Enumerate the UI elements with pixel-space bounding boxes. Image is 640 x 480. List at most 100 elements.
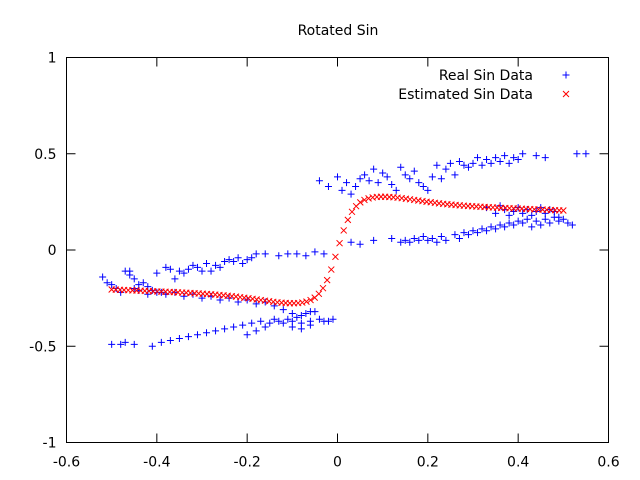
data-point-real <box>162 263 170 271</box>
data-point-real <box>455 157 463 165</box>
data-point-real <box>315 315 323 323</box>
x-tick-label: -0.2 <box>234 455 261 471</box>
legend-label-estimated: Estimated Sin Data <box>398 87 533 103</box>
data-point-real <box>397 163 405 171</box>
data-point-real <box>166 336 174 344</box>
data-point-real <box>428 234 436 242</box>
data-point-real <box>410 167 418 175</box>
data-point-real <box>406 238 414 246</box>
data-point-real <box>184 333 192 341</box>
data-point-real <box>501 152 509 160</box>
data-point-real <box>397 238 405 246</box>
data-point-real <box>193 263 201 271</box>
data-point-real <box>103 279 111 287</box>
data-point-estimated <box>348 208 356 216</box>
x-tick-label: -0.6 <box>53 455 80 471</box>
data-point-real <box>478 225 486 233</box>
data-point-real <box>546 219 554 227</box>
data-point-real <box>293 250 301 258</box>
data-point-real <box>370 165 378 173</box>
data-point-real <box>460 229 468 237</box>
data-point-real <box>474 229 482 237</box>
data-point-estimated <box>298 299 306 306</box>
data-point-real <box>297 325 305 333</box>
data-point-real <box>306 321 314 329</box>
data-point-real <box>505 211 513 219</box>
data-point-real <box>433 238 441 246</box>
data-point-real <box>568 221 576 229</box>
data-point-real <box>130 340 138 348</box>
data-point-real <box>582 150 590 158</box>
data-point-real <box>537 221 545 229</box>
data-point-real <box>356 240 364 248</box>
data-point-real <box>234 254 242 262</box>
data-point-estimated <box>361 196 368 204</box>
legend-marker-real-glyph <box>562 71 570 79</box>
data-point-real <box>184 265 192 273</box>
data-point-real <box>230 258 238 266</box>
data-point-real <box>243 256 251 264</box>
series-estimated-sin-data <box>108 193 567 307</box>
data-point-real <box>442 165 450 173</box>
data-point-estimated <box>332 253 339 261</box>
data-point-real <box>306 308 314 316</box>
data-point-real <box>248 254 256 262</box>
legend-marker-estimated <box>562 90 570 98</box>
plot-area-frame <box>66 57 609 443</box>
data-point-real <box>401 171 409 179</box>
data-point-real <box>388 181 396 189</box>
data-point-real <box>288 317 296 325</box>
data-point-real <box>464 231 472 239</box>
data-point-real <box>487 159 495 167</box>
x-tick-label: 0.2 <box>417 455 439 471</box>
data-point-real <box>510 208 518 215</box>
data-point-real <box>519 150 527 158</box>
data-point-real <box>446 159 454 167</box>
data-point-real <box>424 236 432 244</box>
data-point-estimated <box>323 276 331 284</box>
data-point-real <box>121 338 129 346</box>
data-point-real <box>338 186 346 194</box>
data-point-real <box>203 259 211 267</box>
data-point-real <box>474 154 482 162</box>
data-point-real <box>230 323 238 331</box>
data-point-real <box>528 223 536 231</box>
x-tick-label: -0.4 <box>143 455 170 471</box>
data-point-real <box>284 315 292 323</box>
data-point-real <box>460 161 468 169</box>
data-point-real <box>252 300 260 308</box>
data-point-real <box>130 275 138 283</box>
data-point-real <box>347 238 355 246</box>
data-point-real <box>424 186 432 194</box>
data-point-real <box>374 179 382 187</box>
data-point-real <box>514 156 522 164</box>
data-point-estimated <box>327 266 335 273</box>
y-tick-label: -0.5 <box>29 339 56 355</box>
legend: Real Sin Data Estimated Sin Data <box>398 68 570 103</box>
data-point-real <box>180 269 188 277</box>
data-point-estimated <box>303 298 310 305</box>
data-point-real <box>428 173 436 181</box>
axis-ticks: -0.6 -0.4 -0.2 0 0.2 0.4 0.6 -1 -0.5 0 0.5 1 <box>29 51 620 471</box>
data-point-real <box>166 265 174 273</box>
data-point-real <box>437 175 445 183</box>
data-point-estimated <box>340 227 348 234</box>
data-point-real <box>261 250 269 258</box>
data-point-real <box>248 319 256 327</box>
data-point-real <box>329 315 337 323</box>
data-point-real <box>334 173 341 181</box>
data-point-real <box>559 215 567 223</box>
data-point-real <box>437 233 445 241</box>
data-point-real <box>311 248 319 256</box>
data-point-real <box>212 261 220 269</box>
data-point-real <box>320 250 328 258</box>
data-point-real <box>126 267 134 275</box>
data-point-estimated <box>319 284 327 292</box>
data-point-real <box>510 221 518 229</box>
data-point-real <box>144 283 152 291</box>
data-point-real <box>519 209 527 217</box>
data-point-real <box>514 217 522 225</box>
data-point-real <box>356 175 364 183</box>
data-point-real <box>406 175 414 183</box>
